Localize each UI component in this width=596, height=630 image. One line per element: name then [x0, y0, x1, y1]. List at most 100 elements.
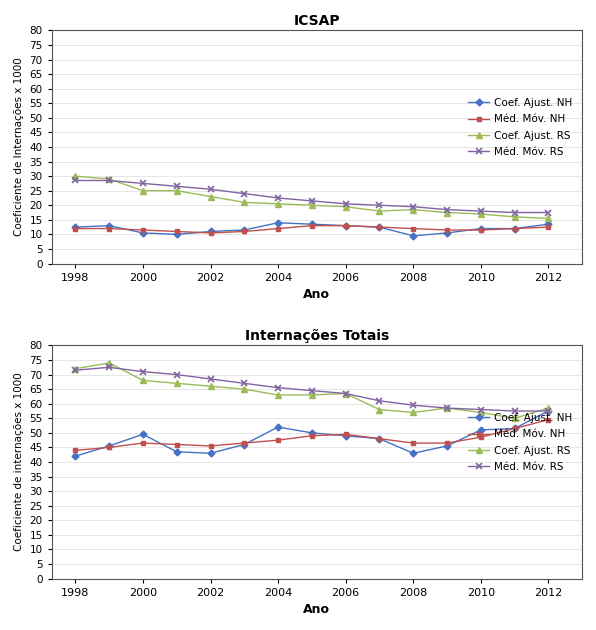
Legend: Coef. Ajust. NH, Méd. Móv. NH, Coef. Ajust. RS, Méd. Móv. RS: Coef. Ajust. NH, Méd. Móv. NH, Coef. Aju…	[464, 409, 577, 476]
Y-axis label: Coeficiente de internações x 1000: Coeficiente de internações x 1000	[14, 372, 24, 551]
Coef. Ajust. RS	[477, 210, 485, 218]
Méd. Móv. NH	[342, 222, 349, 229]
Méd. Móv. RS	[342, 390, 349, 398]
Méd. Móv. NH	[139, 439, 147, 447]
Méd. Móv. RS	[511, 407, 518, 415]
Coef. Ajust. NH	[72, 452, 79, 460]
Coef. Ajust. RS	[443, 404, 451, 412]
Coef. Ajust. RS	[173, 187, 181, 195]
Coef. Ajust. RS	[342, 203, 349, 210]
Méd. Móv. NH	[409, 225, 417, 232]
Legend: Coef. Ajust. NH, Méd. Móv. NH, Coef. Ajust. RS, Méd. Móv. RS: Coef. Ajust. NH, Méd. Móv. NH, Coef. Aju…	[464, 94, 577, 161]
Méd. Móv. RS	[207, 185, 214, 193]
Méd. Móv. NH	[376, 223, 383, 231]
Coef. Ajust. NH	[376, 223, 383, 231]
Méd. Móv. NH	[275, 437, 282, 444]
Méd. Móv. RS	[139, 180, 147, 187]
Coef. Ajust. NH	[342, 222, 349, 229]
Méd. Móv. RS	[409, 401, 417, 409]
Méd. Móv. RS	[105, 176, 113, 184]
Méd. Móv. RS	[72, 176, 79, 184]
Méd. Móv. NH	[105, 225, 113, 232]
Coef. Ajust. NH	[409, 232, 417, 239]
Méd. Móv. NH	[241, 227, 248, 235]
Méd. Móv. RS	[477, 406, 485, 413]
Méd. Móv. RS	[376, 397, 383, 404]
Coef. Ajust. RS	[545, 404, 552, 412]
Coef. Ajust. NH	[275, 423, 282, 431]
Coef. Ajust. NH	[511, 225, 518, 232]
Coef. Ajust. NH	[207, 449, 214, 457]
Coef. Ajust. RS	[207, 382, 214, 390]
Méd. Móv. RS	[105, 364, 113, 371]
Méd. Móv. NH	[139, 226, 147, 234]
Coef. Ajust. NH	[477, 225, 485, 232]
Méd. Móv. NH	[173, 441, 181, 449]
Méd. Móv. RS	[173, 183, 181, 190]
Line: Méd. Móv. NH: Méd. Móv. NH	[73, 223, 551, 236]
Méd. Móv. RS	[545, 209, 552, 216]
Méd. Móv. NH	[275, 225, 282, 232]
Méd. Móv. RS	[477, 207, 485, 215]
Coef. Ajust. NH	[376, 435, 383, 442]
Méd. Móv. NH	[511, 425, 518, 432]
Coef. Ajust. RS	[72, 173, 79, 180]
Méd. Móv. RS	[545, 407, 552, 415]
Méd. Móv. NH	[545, 223, 552, 231]
Coef. Ajust. RS	[173, 379, 181, 387]
Coef. Ajust. RS	[545, 215, 552, 222]
Méd. Móv. RS	[139, 368, 147, 375]
Méd. Móv. RS	[275, 194, 282, 202]
Line: Méd. Móv. RS: Méd. Móv. RS	[72, 178, 551, 215]
Coef. Ajust. RS	[207, 193, 214, 200]
Méd. Móv. NH	[376, 435, 383, 442]
Méd. Móv. RS	[443, 404, 451, 412]
Coef. Ajust. NH	[545, 220, 552, 228]
Coef. Ajust. RS	[241, 198, 248, 206]
Coef. Ajust. NH	[477, 426, 485, 433]
X-axis label: Ano: Ano	[303, 288, 330, 301]
Coef. Ajust. NH	[443, 442, 451, 450]
Line: Méd. Móv. NH: Méd. Móv. NH	[73, 417, 551, 453]
Line: Méd. Móv. RS: Méd. Móv. RS	[72, 364, 551, 414]
Line: Coef. Ajust. RS: Coef. Ajust. RS	[73, 360, 551, 421]
Méd. Móv. NH	[477, 226, 485, 234]
Coef. Ajust. RS	[72, 365, 79, 372]
Coef. Ajust. RS	[342, 390, 349, 398]
Méd. Móv. RS	[342, 200, 349, 207]
Line: Coef. Ajust. NH: Coef. Ajust. NH	[73, 220, 551, 238]
Coef. Ajust. NH	[105, 442, 113, 450]
Méd. Móv. NH	[105, 444, 113, 451]
Méd. Móv. RS	[308, 387, 315, 394]
Méd. Móv. NH	[443, 439, 451, 447]
Coef. Ajust. NH	[308, 429, 315, 437]
Coef. Ajust. RS	[443, 209, 451, 216]
Title: ICSAP: ICSAP	[294, 14, 340, 28]
Méd. Móv. NH	[207, 229, 214, 237]
Coef. Ajust. RS	[105, 175, 113, 183]
Coef. Ajust. RS	[409, 409, 417, 416]
Coef. Ajust. RS	[308, 202, 315, 209]
Méd. Móv. NH	[443, 226, 451, 234]
Méd. Móv. NH	[207, 442, 214, 450]
Méd. Móv. RS	[409, 203, 417, 210]
Méd. Móv. RS	[308, 197, 315, 205]
Méd. Móv. NH	[308, 432, 315, 440]
Méd. Móv. NH	[72, 225, 79, 232]
Coef. Ajust. RS	[139, 377, 147, 384]
Coef. Ajust. RS	[477, 409, 485, 416]
Méd. Móv. NH	[545, 416, 552, 423]
Coef. Ajust. RS	[376, 207, 383, 215]
Coef. Ajust. NH	[443, 229, 451, 237]
Coef. Ajust. RS	[139, 187, 147, 195]
Line: Coef. Ajust. RS: Coef. Ajust. RS	[73, 173, 551, 221]
Coef. Ajust. NH	[275, 219, 282, 227]
X-axis label: Ano: Ano	[303, 603, 330, 616]
Coef. Ajust. RS	[275, 391, 282, 399]
Méd. Móv. RS	[173, 371, 181, 379]
Méd. Móv. RS	[72, 367, 79, 374]
Coef. Ajust. NH	[511, 425, 518, 432]
Coef. Ajust. NH	[207, 227, 214, 235]
Coef. Ajust. NH	[139, 430, 147, 438]
Coef. Ajust. NH	[139, 229, 147, 237]
